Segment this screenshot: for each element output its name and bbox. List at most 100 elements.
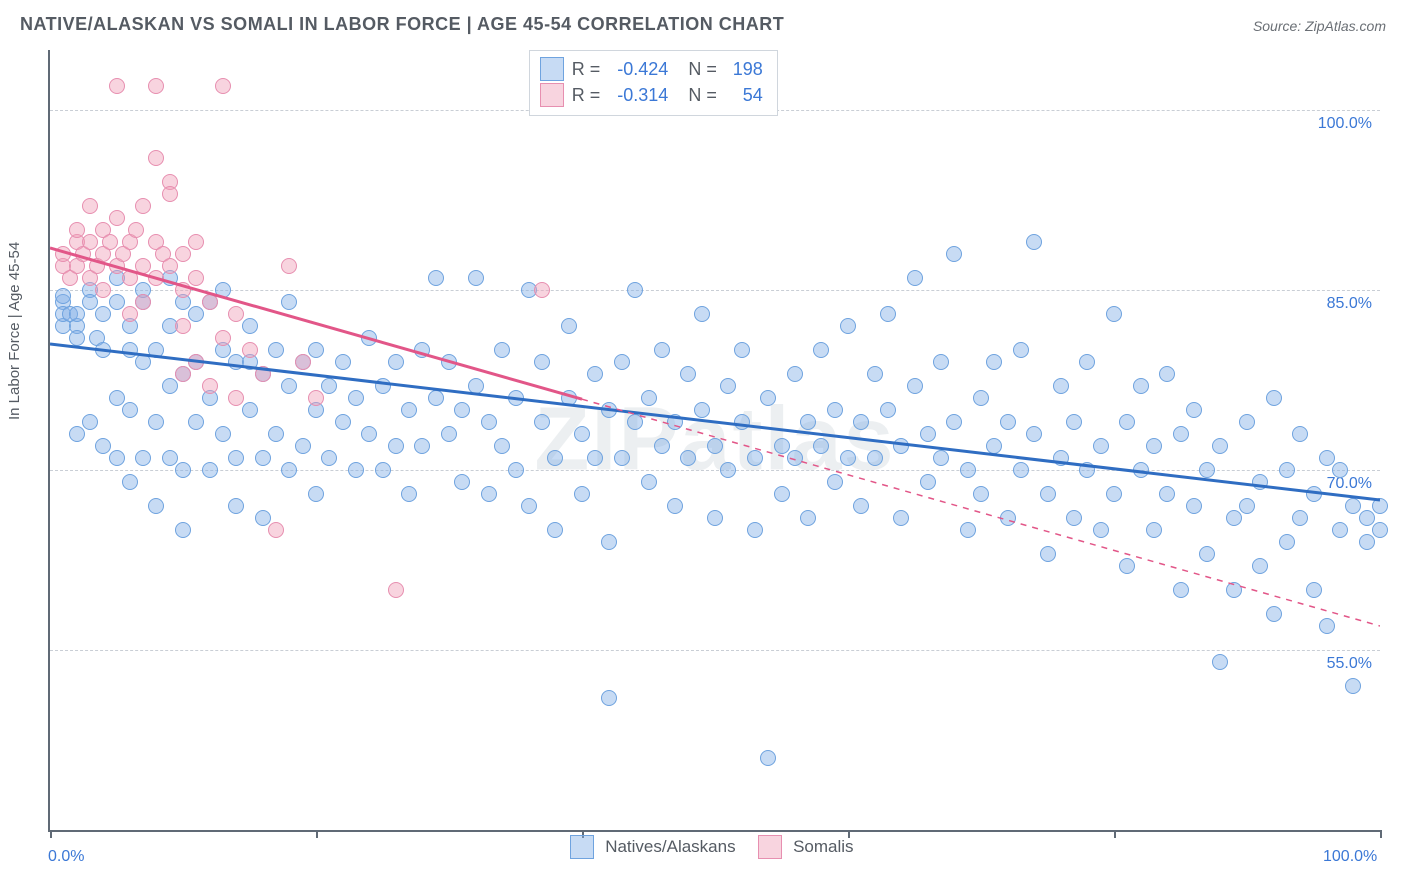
data-point bbox=[335, 354, 351, 370]
data-point bbox=[1252, 474, 1268, 490]
data-point bbox=[135, 198, 151, 214]
data-point bbox=[1345, 678, 1361, 694]
data-point bbox=[202, 462, 218, 478]
data-point bbox=[69, 306, 85, 322]
data-point bbox=[1093, 438, 1109, 454]
data-point bbox=[135, 450, 151, 466]
data-point bbox=[627, 282, 643, 298]
data-point bbox=[960, 522, 976, 538]
data-point bbox=[1026, 426, 1042, 442]
legend: Natives/Alaskans Somalis bbox=[0, 835, 1406, 859]
data-point bbox=[148, 414, 164, 430]
data-point bbox=[122, 402, 138, 418]
data-point bbox=[135, 258, 151, 274]
y-axis-label: In Labor Force | Age 45-54 bbox=[6, 242, 23, 420]
data-point bbox=[428, 270, 444, 286]
data-point bbox=[335, 414, 351, 430]
data-point bbox=[228, 390, 244, 406]
stats-swatch bbox=[540, 57, 564, 81]
data-point bbox=[109, 294, 125, 310]
x-tick-label: 0.0% bbox=[48, 848, 84, 866]
data-point bbox=[1279, 534, 1295, 550]
data-point bbox=[946, 414, 962, 430]
data-point bbox=[1332, 462, 1348, 478]
data-point bbox=[109, 78, 125, 94]
data-point bbox=[973, 486, 989, 502]
data-point bbox=[840, 450, 856, 466]
data-point bbox=[1345, 498, 1361, 514]
data-point bbox=[268, 426, 284, 442]
data-point bbox=[388, 438, 404, 454]
data-point bbox=[1000, 414, 1016, 430]
y-tick-label: 100.0% bbox=[1318, 115, 1372, 133]
data-point bbox=[175, 462, 191, 478]
x-tick-label: 100.0% bbox=[1323, 848, 1377, 866]
data-point bbox=[128, 222, 144, 238]
data-point bbox=[694, 306, 710, 322]
data-point bbox=[1066, 414, 1082, 430]
data-point bbox=[1226, 582, 1242, 598]
data-point bbox=[82, 294, 98, 310]
data-point bbox=[680, 450, 696, 466]
data-point bbox=[587, 366, 603, 382]
data-point bbox=[308, 342, 324, 358]
data-point bbox=[308, 390, 324, 406]
data-point bbox=[920, 426, 936, 442]
data-point bbox=[1306, 582, 1322, 598]
data-point bbox=[707, 438, 723, 454]
data-point bbox=[1319, 618, 1335, 634]
data-point bbox=[242, 318, 258, 334]
data-point bbox=[1106, 486, 1122, 502]
data-point bbox=[587, 450, 603, 466]
data-point bbox=[242, 402, 258, 418]
data-point bbox=[614, 450, 630, 466]
data-point bbox=[774, 486, 790, 502]
data-point bbox=[1119, 558, 1135, 574]
data-point bbox=[188, 306, 204, 322]
data-point bbox=[1266, 390, 1282, 406]
data-point bbox=[175, 318, 191, 334]
data-point bbox=[508, 390, 524, 406]
data-point bbox=[1266, 606, 1282, 622]
data-point bbox=[82, 198, 98, 214]
data-point bbox=[893, 438, 909, 454]
data-point bbox=[601, 690, 617, 706]
data-point bbox=[202, 378, 218, 394]
data-point bbox=[481, 414, 497, 430]
data-point bbox=[707, 510, 723, 526]
data-point bbox=[281, 258, 297, 274]
stat-r-label: R = bbox=[572, 59, 601, 80]
data-point bbox=[468, 270, 484, 286]
data-point bbox=[69, 222, 85, 238]
data-point bbox=[880, 402, 896, 418]
stats-row: R = -0.314N = 54 bbox=[540, 83, 763, 107]
data-point bbox=[561, 318, 577, 334]
data-point bbox=[414, 342, 430, 358]
data-point bbox=[1239, 498, 1255, 514]
data-point bbox=[228, 450, 244, 466]
data-point bbox=[175, 282, 191, 298]
stat-n-label: N = bbox=[688, 85, 717, 106]
data-point bbox=[561, 390, 577, 406]
data-point bbox=[188, 354, 204, 370]
data-point bbox=[255, 450, 271, 466]
data-point bbox=[880, 306, 896, 322]
data-point bbox=[281, 378, 297, 394]
data-point bbox=[1226, 510, 1242, 526]
data-point bbox=[813, 342, 829, 358]
data-point bbox=[1252, 558, 1268, 574]
data-point bbox=[907, 378, 923, 394]
data-point bbox=[401, 402, 417, 418]
data-point bbox=[654, 342, 670, 358]
data-point bbox=[175, 366, 191, 382]
data-point bbox=[135, 354, 151, 370]
data-point bbox=[441, 354, 457, 370]
data-point bbox=[268, 522, 284, 538]
data-point bbox=[1306, 486, 1322, 502]
data-point bbox=[1186, 402, 1202, 418]
data-point bbox=[148, 342, 164, 358]
data-point bbox=[800, 510, 816, 526]
data-point bbox=[986, 354, 1002, 370]
data-point bbox=[95, 438, 111, 454]
data-point bbox=[827, 402, 843, 418]
